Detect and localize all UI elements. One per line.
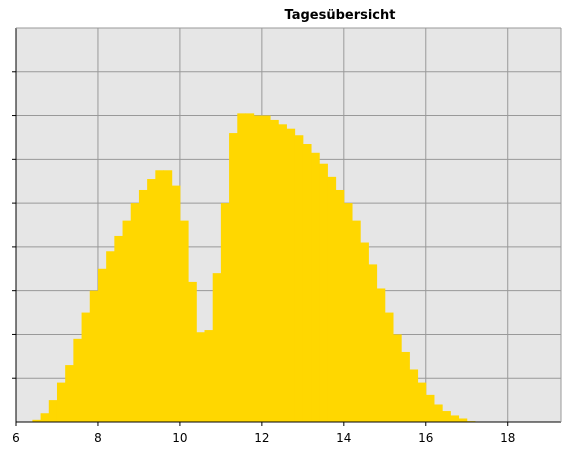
chart-bar [401,351,410,422]
chart-bar [335,189,345,422]
chart-bar [442,411,451,422]
chart-bar [130,203,140,422]
chart-bar [294,135,304,422]
chart-bar [155,170,165,422]
chart-bar [163,170,173,422]
chart-bar [302,144,312,422]
x-tick-label: 6 [12,431,20,445]
chart-bar [147,179,156,422]
chart-bar [245,113,255,422]
chart-bar [89,290,99,422]
chart-bar [56,382,66,422]
chart-bar [171,185,181,422]
chart-bar [327,176,337,422]
x-tick-label: 14 [336,431,351,445]
chart-bar [311,152,320,422]
chart-title: Tagesübersicht [284,8,396,23]
chart-bar [384,312,394,422]
x-tick-label: 18 [500,431,515,445]
chart-bar [204,330,214,422]
chart-bar [48,400,58,422]
chart-bar [81,312,91,422]
x-tick-label: 12 [254,431,269,445]
chart-bar [122,220,132,422]
chart-bar [368,264,378,422]
chart-bar [253,115,263,423]
chart-bar [319,163,328,422]
chart-bar [270,119,279,422]
x-tick-label: 10 [172,431,187,445]
chart-bar [286,128,296,422]
chart-bar [343,203,353,422]
chart-bar [179,220,189,422]
chart-bar [352,220,361,422]
chart-bar [360,242,369,422]
chart-bar [450,415,460,422]
chart-bar [212,273,222,422]
chart-bar [237,113,246,422]
chart-bar [114,235,124,422]
chart-bar [32,419,42,422]
chart-bar [40,413,50,422]
chart-bar [433,404,443,422]
x-tick-label: 16 [418,431,433,445]
chart-bar [417,382,427,422]
chart-bar [196,332,205,422]
chart-bar [220,203,230,422]
chart-bar [65,365,74,422]
chart-bar [229,133,238,423]
chart-bar [97,268,107,422]
chart-bar [458,418,468,422]
chart-bar [106,251,115,422]
chart-bar [188,281,197,422]
chart-bar [409,369,419,422]
chart-bar [392,334,402,422]
chart-bar [425,394,435,422]
x-tick-label: 8 [94,431,102,445]
chart-bar [376,288,386,422]
chart-bar [278,124,287,423]
chart-bar [261,115,271,423]
chart-bar [73,338,83,422]
chart-bar [138,189,148,422]
